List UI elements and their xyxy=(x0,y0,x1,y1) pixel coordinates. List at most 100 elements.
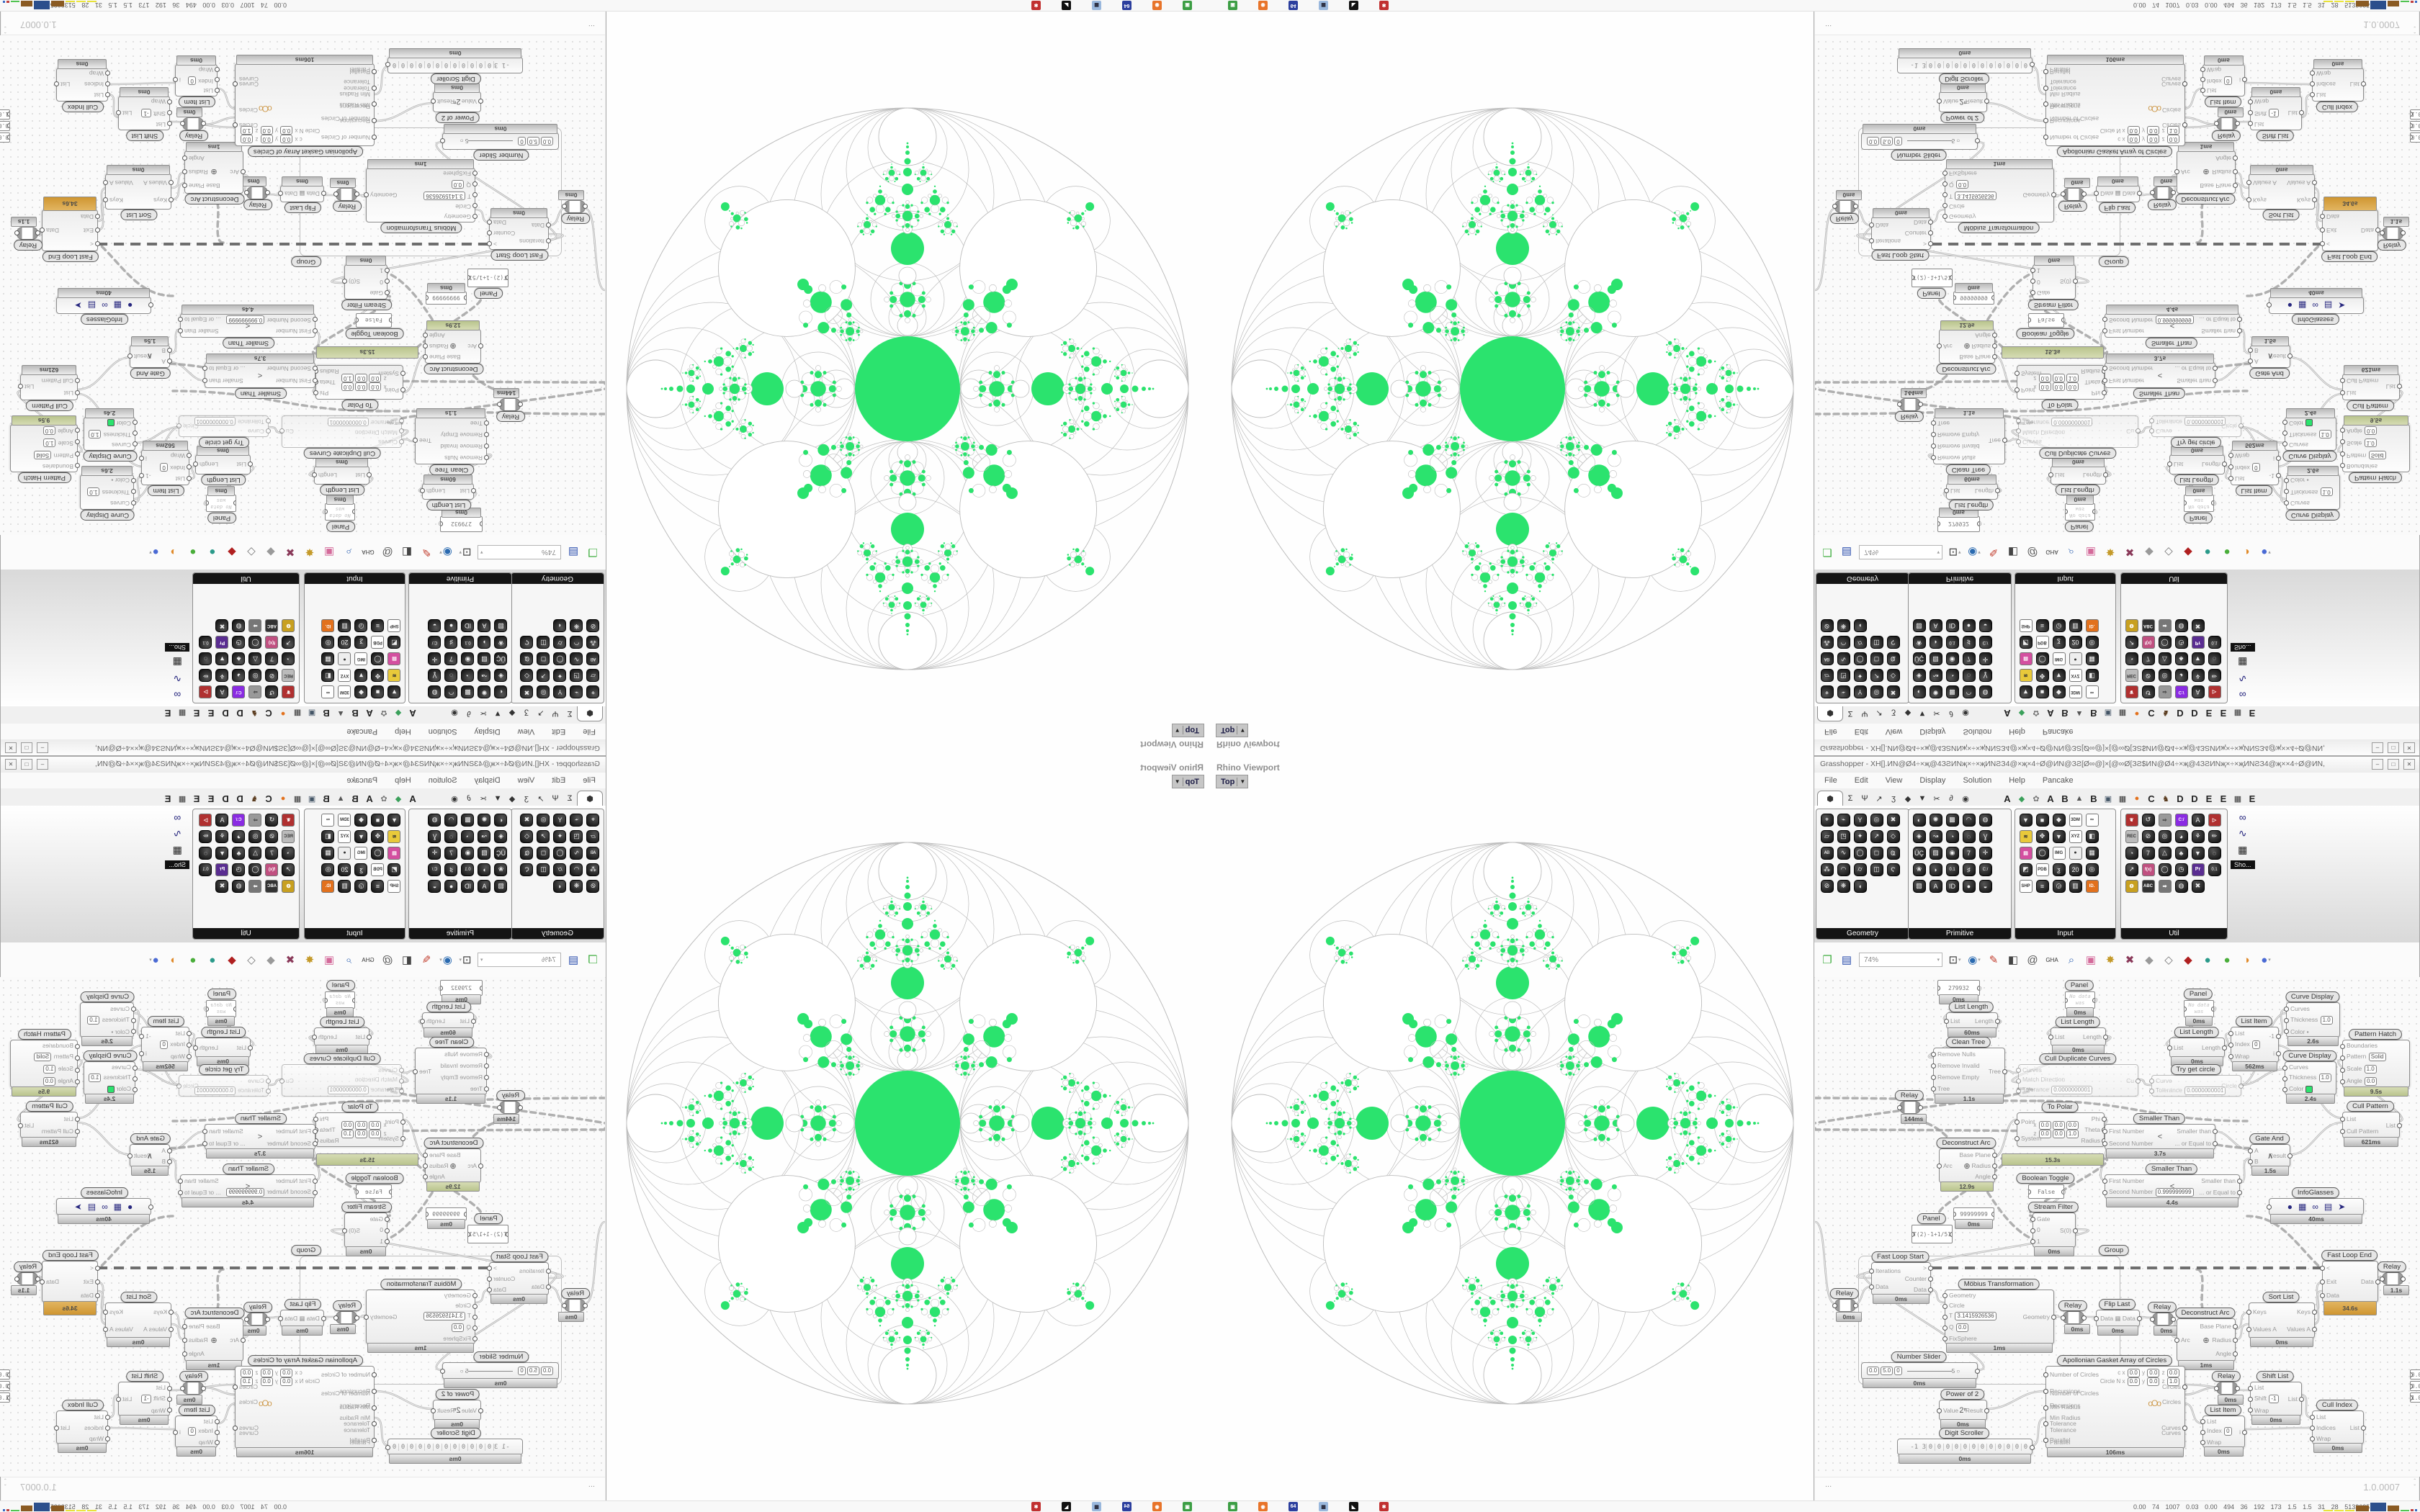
palette-icon[interactable]: ✥ xyxy=(2035,829,2049,843)
port-grip[interactable] xyxy=(1897,1105,1902,1110)
palette-icon[interactable]: ◌ xyxy=(1962,829,1976,843)
panel-component[interactable]: 279932 xyxy=(440,980,483,996)
palette-icon[interactable]: ▼ xyxy=(2052,669,2066,683)
palette-icon[interactable]: ▨ xyxy=(478,846,491,860)
gh-component[interactable]: List Shift -1 Wrap List xyxy=(2248,1382,2304,1416)
port-grip[interactable] xyxy=(2028,318,2031,323)
palette-icon[interactable]: ABC xyxy=(265,879,279,893)
tab-D[interactable]: D xyxy=(2191,708,2198,719)
port-grip[interactable] xyxy=(248,1045,253,1050)
palette-icon[interactable]: ❂ xyxy=(2125,619,2138,633)
balloon-orange-icon[interactable]: ● xyxy=(2223,546,2231,559)
port-grip[interactable] xyxy=(431,1408,436,1413)
port-grip[interactable] xyxy=(1942,181,1948,187)
tab-C[interactable]: C xyxy=(2148,708,2155,719)
port-grip[interactable] xyxy=(2200,67,2205,73)
port-grip[interactable] xyxy=(1937,521,1940,526)
gh-component[interactable]: Data ▦ Data xyxy=(2094,185,2142,202)
port-grip[interactable] xyxy=(35,1277,40,1282)
capture-tool-icon[interactable]: ▣ xyxy=(1228,1502,1237,1511)
tab-◆[interactable]: ◆ xyxy=(2018,708,2025,718)
port-grip[interactable] xyxy=(1942,202,1948,208)
goggles-open-icon[interactable]: ∿ xyxy=(2238,673,2247,685)
palette-icon[interactable]: ✥ xyxy=(2035,669,2049,683)
port-grip[interactable] xyxy=(312,1035,317,1040)
port-grip[interactable] xyxy=(103,1327,108,1332)
palette-icon[interactable]: ◔ xyxy=(2125,652,2138,666)
palette-icon[interactable]: ◐ xyxy=(494,813,508,827)
panel-component[interactable]: No data was xyxy=(2065,503,2095,521)
tab-▼[interactable]: ▼ xyxy=(1918,794,1927,803)
port-grip[interactable] xyxy=(385,1216,390,1222)
calculator-icon[interactable]: ▦ xyxy=(1319,1,1328,10)
palette-icon[interactable]: ❀ xyxy=(1912,863,1926,876)
palette-icon[interactable]: ♯ xyxy=(1962,636,1976,649)
gh-component[interactable]: 0.0 5.0 0 5 ○ xyxy=(440,1362,559,1380)
tab-A[interactable]: A xyxy=(366,793,373,804)
tab-B[interactable]: B xyxy=(323,793,330,804)
palette-icon[interactable]: ▱ xyxy=(1820,829,1834,843)
port-grip[interactable] xyxy=(1832,1303,1837,1308)
palette-icon[interactable]: ▱ xyxy=(1820,669,1834,683)
port-grip[interactable] xyxy=(2048,472,2053,477)
panel-component[interactable]: False xyxy=(2028,1184,2064,1199)
port-grip[interactable] xyxy=(139,1051,144,1056)
balloon-teal-icon[interactable]: ◆ xyxy=(228,954,236,966)
port-grip[interactable] xyxy=(2340,1079,2345,1084)
palette-icon[interactable]: ● xyxy=(2069,652,2082,666)
close-button[interactable]: ✕ xyxy=(5,759,17,770)
port-grip[interactable] xyxy=(2200,1429,2205,1435)
port-grip[interactable] xyxy=(1918,402,1923,407)
palette-icon[interactable]: ⚘ xyxy=(2191,669,2205,683)
port-grip[interactable] xyxy=(400,1119,405,1125)
palette-icon[interactable]: C:/ xyxy=(1978,636,1992,649)
palette-panel-header[interactable]: Util xyxy=(193,928,299,939)
port-grip[interactable] xyxy=(2340,451,2345,456)
palette-icon[interactable]: ▼ xyxy=(215,846,229,860)
port-grip[interactable] xyxy=(2030,1216,2035,1222)
port-grip[interactable] xyxy=(2282,1086,2287,1092)
port-grip[interactable] xyxy=(167,1158,172,1164)
port-grip[interactable] xyxy=(1992,1164,1997,1169)
port-grip[interactable] xyxy=(2051,1315,2056,1320)
gem-red-icon[interactable]: ◇ xyxy=(2164,546,2173,558)
port-grip[interactable] xyxy=(2051,192,2056,197)
port-grip[interactable] xyxy=(2228,1043,2233,1048)
palette-icon[interactable]: ◆ xyxy=(354,813,368,827)
tab-Σ[interactable]: Σ xyxy=(1847,794,1853,803)
gha-button[interactable]: GHA xyxy=(2045,549,2058,556)
palette-icon[interactable]: ID. xyxy=(2085,879,2099,893)
palette-icon[interactable]: ◩ xyxy=(2019,863,2033,876)
relay-node[interactable] xyxy=(1897,398,1923,411)
port-grip[interactable] xyxy=(2340,377,2345,383)
palette-icon[interactable]: 0.1 xyxy=(1945,863,1959,876)
palette-icon[interactable]: ⌁ xyxy=(1837,813,1850,827)
gh-component[interactable]: List Shift -1 Wrap List xyxy=(2248,96,2304,130)
port-grip[interactable] xyxy=(546,1284,551,1290)
palette-panel-header[interactable]: Input xyxy=(305,928,405,939)
gh-component[interactable]: List Length xyxy=(2167,454,2227,474)
gh-component[interactable]: < Exit Data Data xyxy=(2320,210,2380,251)
tab-▲[interactable]: ▲ xyxy=(2075,794,2084,803)
port-grip[interactable] xyxy=(413,1069,418,1074)
port-grip[interactable] xyxy=(2246,1327,2251,1332)
tab-✿[interactable]: ✿ xyxy=(2033,794,2040,804)
port-grip[interactable] xyxy=(2174,169,2179,174)
palette-icon[interactable]: Y xyxy=(1853,813,1867,827)
palette-icon[interactable]: ✥ xyxy=(371,829,385,843)
port-grip[interactable] xyxy=(1950,1232,1952,1237)
port-grip[interactable] xyxy=(1977,986,1979,991)
port-grip[interactable] xyxy=(1984,1408,1989,1413)
port-grip[interactable] xyxy=(1928,1287,1933,1292)
gh-component[interactable]: List Shift -1 Wrap List xyxy=(116,1382,172,1416)
gh-component[interactable]: ● ▦ ∞ ▤ ➤ xyxy=(2267,1198,2364,1215)
port-grip[interactable] xyxy=(202,1140,207,1146)
gh-component[interactable]: Arc Base Plane Radius Angle ⊕ xyxy=(1937,329,1997,364)
port-grip[interactable] xyxy=(2171,1317,2176,1322)
port-grip[interactable] xyxy=(2061,318,2064,323)
port-grip[interactable] xyxy=(2248,110,2253,115)
palette-icon[interactable]: 3DM xyxy=(338,813,351,827)
port-grip[interactable] xyxy=(506,1232,508,1237)
